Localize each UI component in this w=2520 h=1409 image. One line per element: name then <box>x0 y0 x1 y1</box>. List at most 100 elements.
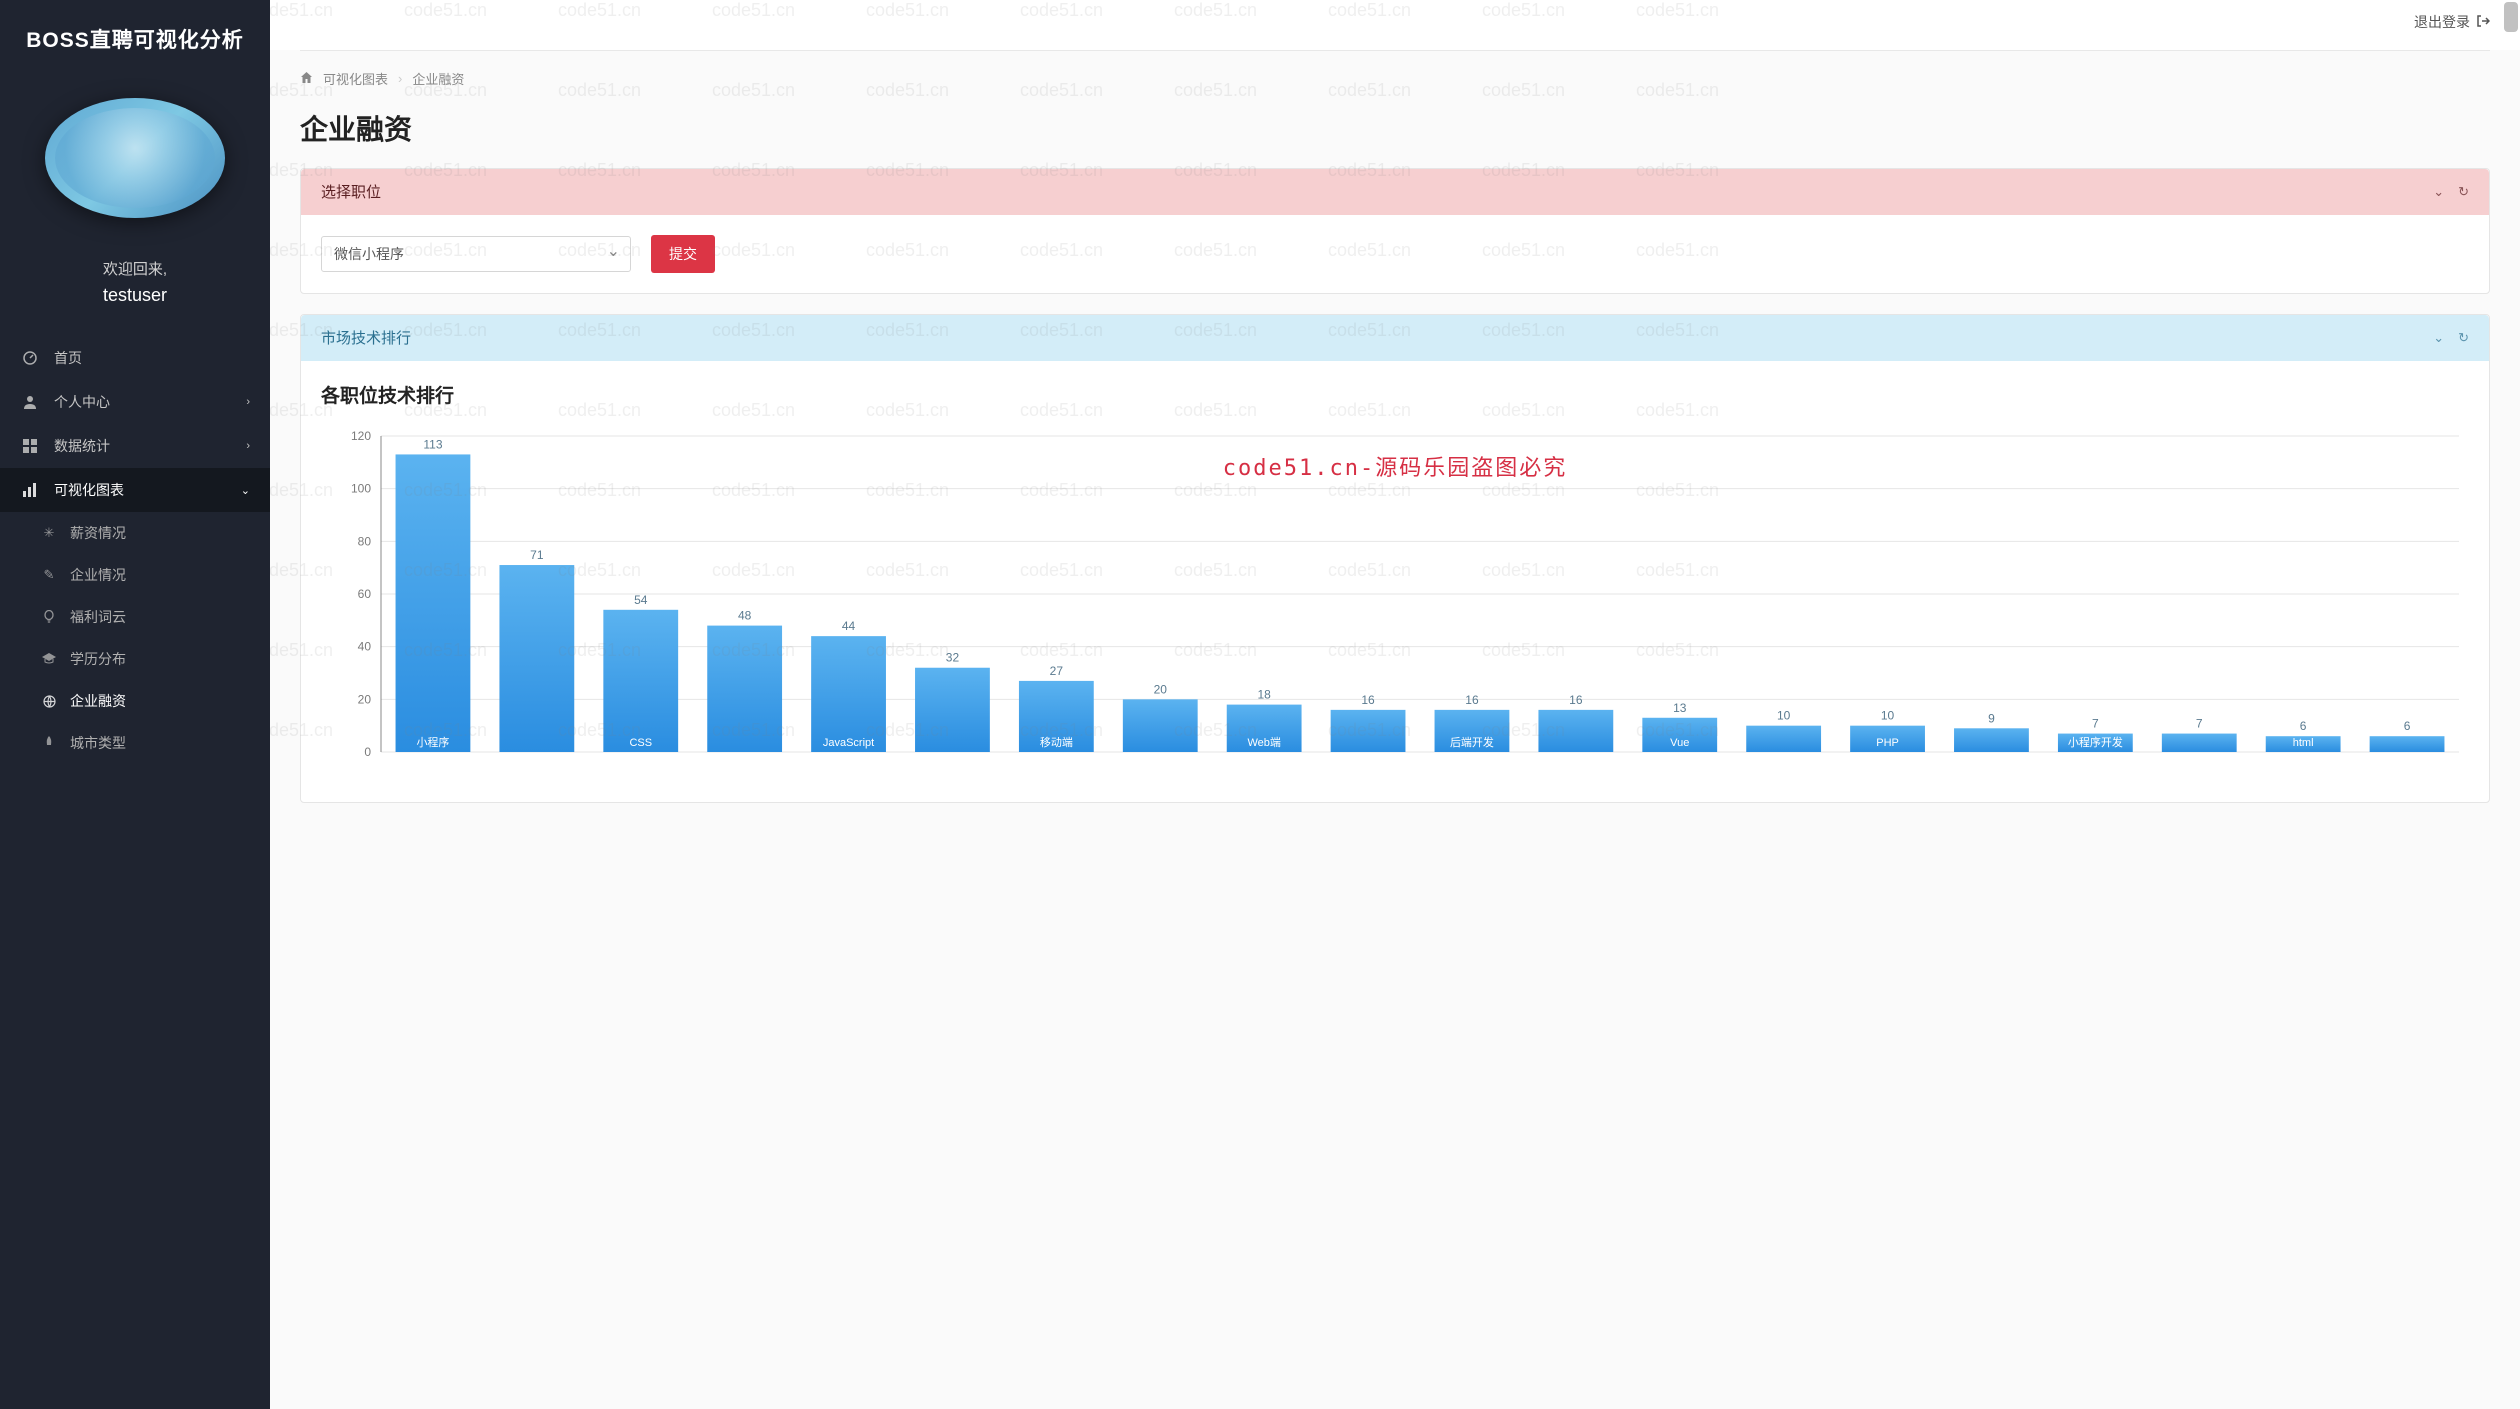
tech-bar-chart: 020406080100120113小程序7154CSS4844JavaScri… <box>321 422 2469 782</box>
sub-welfare[interactable]: 福利词云 <box>0 596 270 638</box>
sub-finance-label: 企业融资 <box>70 691 126 711</box>
svg-text:0: 0 <box>364 745 371 759</box>
chevron-right-icon: › <box>246 396 250 408</box>
page-title: 企业融资 <box>270 98 2520 168</box>
svg-text:16: 16 <box>1465 693 1479 707</box>
svg-text:Vue: Vue <box>1670 737 1689 749</box>
svg-text:Web端: Web端 <box>1247 736 1280 749</box>
nav-stats[interactable]: 数据统计 › <box>0 424 270 468</box>
svg-text:71: 71 <box>530 548 544 562</box>
crumb-sep: › <box>398 71 402 86</box>
svg-text:小程序开发: 小程序开发 <box>2068 735 2123 749</box>
chevron-down-icon: ⌄ <box>241 484 250 497</box>
chevron-right-icon: › <box>246 440 250 452</box>
sparkle-icon: ✳ <box>40 525 58 541</box>
nav-charts[interactable]: 可视化图表 ⌄ <box>0 468 270 512</box>
nav-charts-label: 可视化图表 <box>54 480 124 500</box>
job-select[interactable]: 微信小程序 <box>321 236 631 272</box>
nav: 首页 个人中心 › 数据统计 › 可视化图表 <box>0 336 270 764</box>
svg-text:10: 10 <box>1777 709 1791 723</box>
globe-icon <box>40 695 58 708</box>
svg-text:120: 120 <box>351 429 371 443</box>
nav-profile[interactable]: 个人中心 › <box>0 380 270 424</box>
panel-header-actions: ⌄ ↻ <box>2433 184 2469 200</box>
topbar: 退出登录 <box>270 0 2520 50</box>
collapse-icon[interactable]: ⌄ <box>2433 184 2444 200</box>
svg-text:html: html <box>2293 737 2314 749</box>
sub-salary-label: 薪资情况 <box>70 523 126 543</box>
panel-chart: 市场技术排行 ⌄ ↻ 各职位技术排行 code51.cn-源码乐园盗图必究 02… <box>300 314 2490 803</box>
bulb-icon <box>40 610 58 624</box>
svg-text:20: 20 <box>1154 682 1168 696</box>
svg-text:13: 13 <box>1673 701 1687 715</box>
avatar <box>45 98 225 218</box>
refresh-icon[interactable]: ↻ <box>2458 184 2469 200</box>
logout-link[interactable]: 退出登录 <box>2414 12 2490 32</box>
svg-text:54: 54 <box>634 593 648 607</box>
panel-select-title: 选择职位 <box>321 181 381 202</box>
rocket-icon <box>40 736 58 750</box>
svg-text:18: 18 <box>1257 688 1271 702</box>
panel-chart-title: 市场技术排行 <box>321 327 411 348</box>
svg-text:小程序: 小程序 <box>416 735 449 749</box>
welcome-hi: 欢迎回来, <box>0 258 270 279</box>
grid-icon <box>20 439 40 453</box>
logout-label: 退出登录 <box>2414 12 2470 32</box>
svg-text:PHP: PHP <box>1876 737 1899 749</box>
avatar-wrap <box>0 78 270 248</box>
svg-text:10: 10 <box>1881 709 1895 723</box>
graduation-icon <box>40 653 58 665</box>
nav-profile-label: 个人中心 <box>54 392 110 412</box>
sub-edu-label: 学历分布 <box>70 649 126 669</box>
svg-text:100: 100 <box>351 482 371 496</box>
svg-text:16: 16 <box>1361 693 1375 707</box>
panel-select-body: 微信小程序 提交 <box>301 215 2489 293</box>
home-icon[interactable] <box>300 71 313 87</box>
panel-chart-actions: ⌄ ↻ <box>2433 330 2469 346</box>
sub-salary[interactable]: ✳ 薪资情况 <box>0 512 270 554</box>
chart-wrap: code51.cn-源码乐园盗图必究 020406080100120113小程序… <box>321 422 2469 782</box>
svg-text:80: 80 <box>358 534 372 548</box>
sidebar: BOSS直聘可视化分析 欢迎回来, testuser 首页 个人中心 › <box>0 0 270 1409</box>
user-icon <box>20 395 40 409</box>
sub-edu[interactable]: 学历分布 <box>0 638 270 680</box>
svg-text:20: 20 <box>358 692 372 706</box>
nav-home[interactable]: 首页 <box>0 336 270 380</box>
svg-text:32: 32 <box>946 651 960 665</box>
job-select-value: 微信小程序 <box>334 244 404 264</box>
sub-company[interactable]: ✎ 企业情况 <box>0 554 270 596</box>
svg-text:6: 6 <box>2404 719 2411 733</box>
bars-icon <box>20 483 40 497</box>
welcome-block: 欢迎回来, testuser <box>0 248 270 336</box>
sub-city-label: 城市类型 <box>70 733 126 753</box>
svg-text:7: 7 <box>2196 717 2203 731</box>
feather-icon: ✎ <box>40 567 58 583</box>
crumb-a[interactable]: 可视化图表 <box>323 69 388 88</box>
breadcrumb: 可视化图表 › 企业融资 <box>270 51 2520 98</box>
panel-chart-body: 各职位技术排行 code51.cn-源码乐园盗图必究 0204060801001… <box>301 361 2489 802</box>
crumb-b: 企业融资 <box>412 69 464 88</box>
refresh-icon[interactable]: ↻ <box>2458 330 2469 346</box>
brand-title: BOSS直聘可视化分析 <box>20 24 250 54</box>
panel-select-header[interactable]: 选择职位 ⌄ ↻ <box>301 169 2489 215</box>
svg-text:7: 7 <box>2092 717 2099 731</box>
svg-text:JavaScript: JavaScript <box>823 737 874 749</box>
nav-home-label: 首页 <box>54 348 82 368</box>
dashboard-icon <box>20 350 40 366</box>
brand: BOSS直聘可视化分析 <box>0 0 270 78</box>
panel-select-job: 选择职位 ⌄ ↻ 微信小程序 提交 <box>300 168 2490 294</box>
content: 选择职位 ⌄ ↻ 微信小程序 提交 市 <box>270 168 2520 1409</box>
sub-city[interactable]: 城市类型 <box>0 722 270 764</box>
main: code51.cncode51.cncode51.cncode51.cncode… <box>270 0 2520 1409</box>
svg-text:60: 60 <box>358 587 372 601</box>
panel-chart-header[interactable]: 市场技术排行 ⌄ ↻ <box>301 315 2489 361</box>
job-form-row: 微信小程序 提交 <box>321 235 2469 273</box>
scrollbar-vertical[interactable] <box>2504 2 2518 32</box>
svg-text:移动端: 移动端 <box>1040 736 1073 749</box>
submit-button[interactable]: 提交 <box>651 235 715 273</box>
sub-finance[interactable]: 企业融资 <box>0 680 270 722</box>
svg-text:113: 113 <box>423 437 442 451</box>
svg-text:6: 6 <box>2300 719 2307 733</box>
collapse-icon[interactable]: ⌄ <box>2433 330 2444 346</box>
chart-title: 各职位技术排行 <box>321 381 2469 408</box>
